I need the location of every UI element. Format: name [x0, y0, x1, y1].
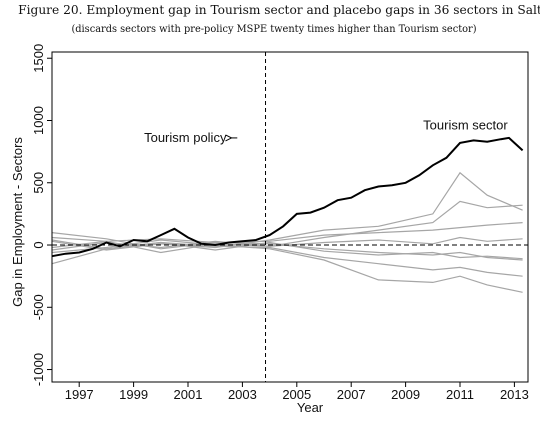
y-tick-label--500: -500 [31, 294, 46, 320]
x-tick-label-2007: 2007 [337, 387, 366, 402]
annotation-tourism-policy: Tourism policy [144, 130, 227, 145]
x-tick-label-2011: 2011 [446, 387, 474, 402]
placebo-line-3 [51, 171, 523, 251]
placebo-line-1 [51, 236, 523, 261]
x-tick-label-2005: 2005 [282, 387, 311, 402]
y-axis-label: Gap in Employment - Sectors [10, 137, 25, 307]
y-tick-label-1000: 1000 [31, 106, 46, 135]
placebo-line-7 [51, 236, 523, 254]
y-tick-label--1000: -1000 [31, 353, 46, 386]
x-tick-label-1997: 1997 [65, 387, 94, 402]
plot-frame [51, 51, 529, 383]
figure-subtitle: (discards sectors with pre-policy MSPE t… [71, 24, 477, 35]
placebo-line-8 [51, 239, 523, 260]
placebo-line-2 [51, 200, 523, 251]
x-axis-label: Year [297, 400, 324, 415]
y-tick-label-1500: 1500 [31, 44, 46, 73]
x-tick-label-1999: 1999 [119, 387, 148, 402]
annotation-arrow-head [225, 134, 233, 142]
tourism-sector-line [51, 136, 524, 258]
placebo-line-4 [51, 239, 523, 293]
y-tick-label-0: 0 [31, 241, 46, 248]
x-tick-label-2013: 2013 [500, 387, 529, 402]
x-tick-label-2009: 2009 [391, 387, 420, 402]
x-tick-label-2003: 2003 [228, 387, 257, 402]
annotation-tourism-sector: Tourism sector [423, 117, 508, 132]
x-tick-label-2001: 2001 [174, 387, 203, 402]
figure-title: Figure 20. Employment gap in Tourism sec… [18, 3, 540, 17]
y-tick-label-500: 500 [31, 172, 46, 194]
